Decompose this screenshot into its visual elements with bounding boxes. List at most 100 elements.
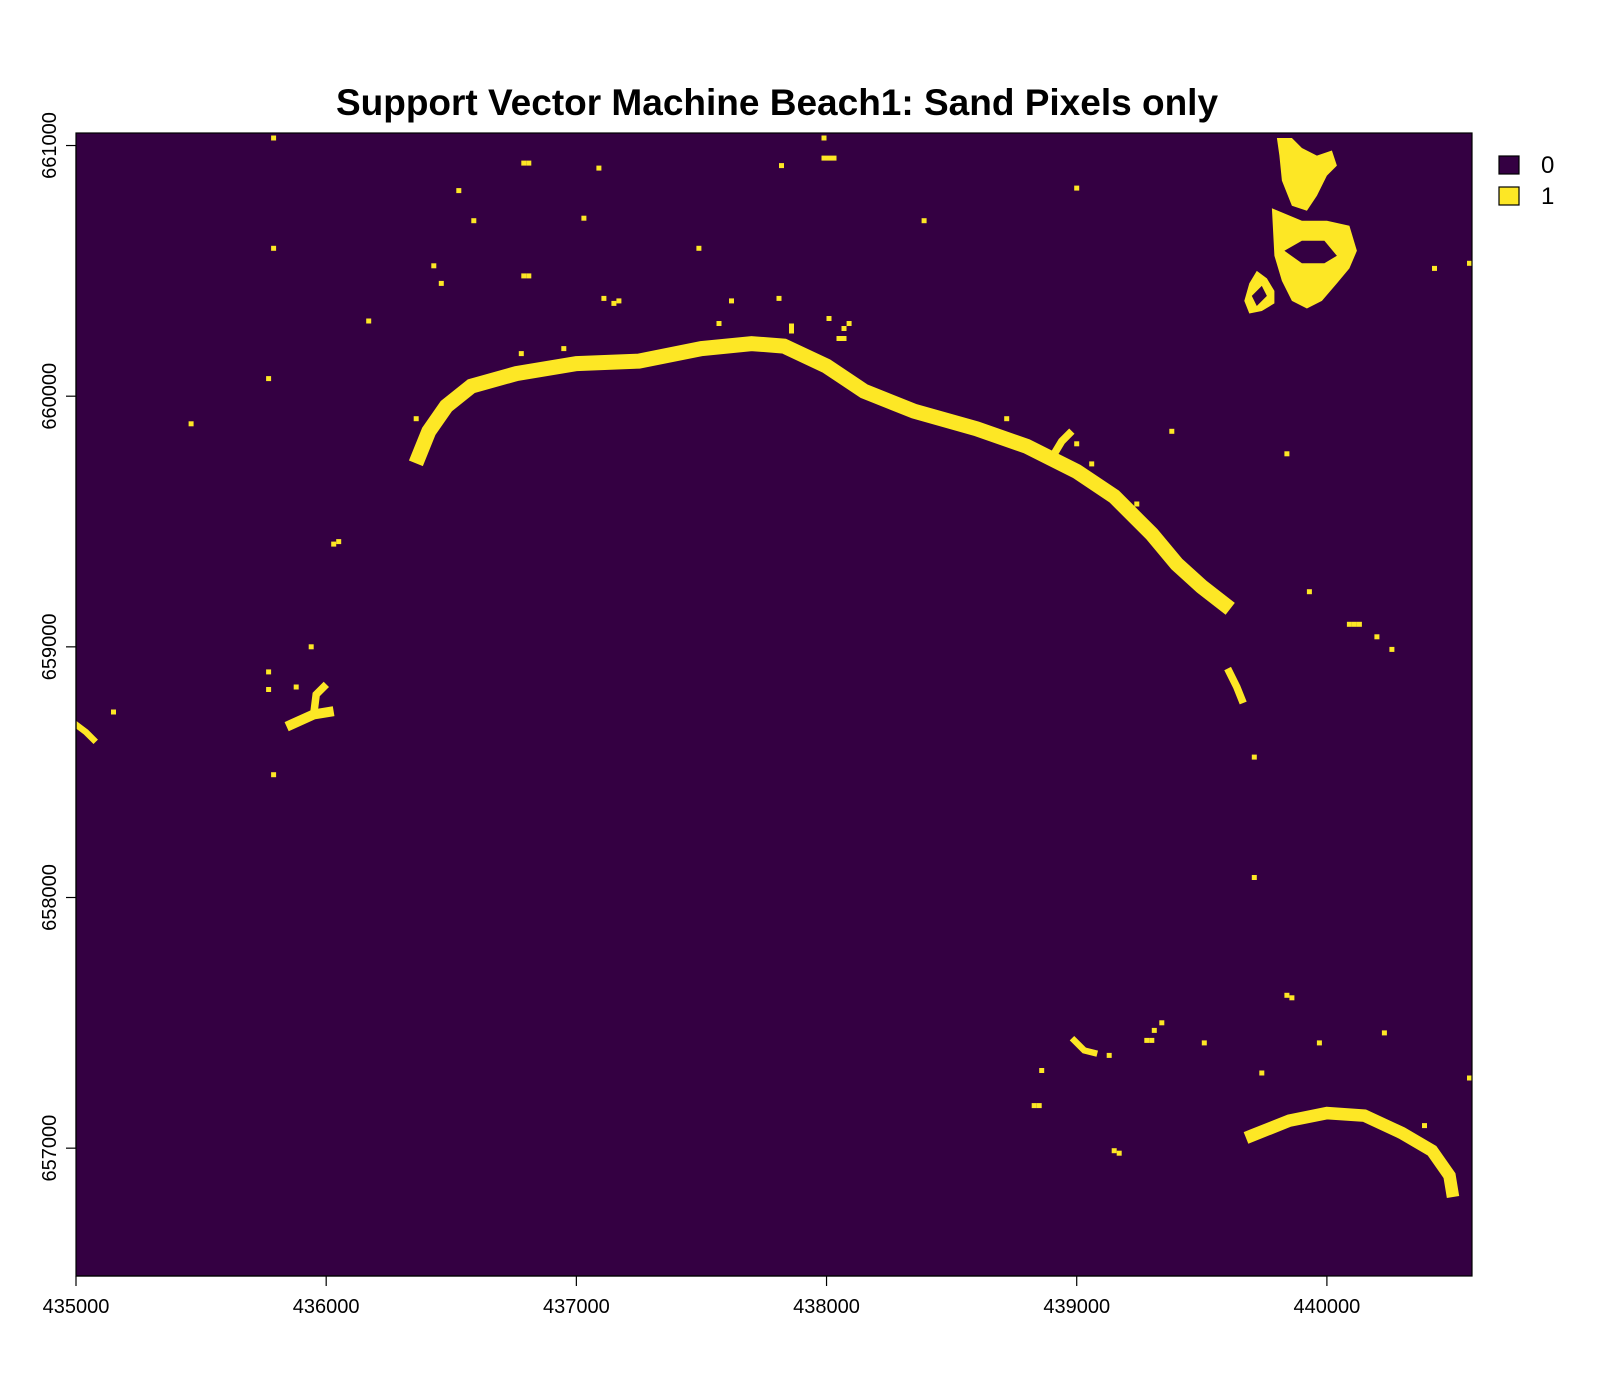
sand-pixel [1284,992,1290,998]
sand-pixel [518,351,524,357]
sand-pixel [789,328,794,334]
sand-pixel [1289,995,1295,1001]
sand-pixel [616,298,622,304]
sand-pixel [266,376,272,382]
x-tick-label: 437000 [543,1296,610,1318]
sand-pixel [1467,260,1472,266]
sand-pixel [271,772,277,778]
sand-pixel [293,684,299,690]
sand-pixel [308,644,314,650]
sand-pixel [1169,428,1175,434]
sand-pixel [1151,1027,1157,1033]
sand-pixel [1432,265,1437,271]
background-class-0 [76,133,1472,1276]
sand-pixel [831,155,837,161]
sand-pixel [1201,1040,1207,1046]
sand-pixel [826,316,832,321]
sand-pixel [1144,1037,1150,1043]
sand-pixel [438,280,444,286]
sand-pixel [826,155,832,161]
sand-south-streak-1 [1069,1035,1099,1057]
sand-pixel [841,326,847,331]
sand-spur-near-439000 [1049,428,1075,459]
sand-pixel [1089,461,1095,467]
x-tick-label: 438000 [793,1296,860,1318]
sand-pixel [1031,1103,1037,1109]
sand-pixel [1284,451,1290,457]
y-tick-label: 657000 [39,1115,61,1182]
y-tick-label: 660000 [39,363,61,430]
sand-pixel [1039,1068,1045,1073]
legend-swatch-0 [1498,155,1520,175]
non-sand-hole-1 [1284,240,1337,264]
sand-pixel [413,416,419,422]
sand-pixel [581,215,587,221]
sand-pixel [188,421,194,427]
sand-pixel [841,336,847,341]
sand-pixel [111,709,116,715]
sand-pixel [821,155,827,161]
chart-title: Support Vector Machine Beach1: Sand Pixe… [336,82,1218,123]
sand-pixel [789,323,794,329]
sand-southern-beach-arc [1243,1106,1460,1198]
sand-pixel [596,165,602,171]
sand-pixel [716,321,722,326]
x-tick-label: 436000 [293,1296,360,1318]
legend: 01 [1498,152,1554,210]
sand-pixel [1356,621,1362,627]
sand-pixel [729,298,734,304]
sand-pixel [271,245,277,251]
sand-pixel [1159,1020,1165,1026]
raster-layer [76,133,1472,1276]
y-tick-label: 661000 [39,112,61,179]
sand-pixel [271,135,277,141]
sand-pixel [1381,1030,1387,1036]
sand-pixel [1134,501,1140,507]
sand-pixel [1074,441,1080,447]
x-tick-label: 435000 [43,1296,110,1318]
sand-pixel [779,163,784,169]
sand-pixel [836,336,842,341]
sand-pixel [1106,1052,1112,1058]
y-axis: 657000 658000 659000 660000 661000 [39,112,77,1182]
legend-swatch-1 [1498,186,1520,206]
sand-pixel [1374,634,1380,640]
sand-far-west-edge [76,720,98,745]
sand-pixel [266,669,272,675]
sand-pixel [1116,1150,1122,1156]
y-tick-label: 658000 [39,864,61,931]
sand-pixel [696,245,702,251]
sand-pixel [561,346,567,352]
sand-pixel [1149,1037,1155,1043]
sand-pixel [431,263,437,269]
x-tick-label: 439000 [1043,1296,1110,1318]
sand-pixel [846,321,852,326]
sand-pixel [521,160,527,166]
sand-pixel [601,295,607,301]
sand-pixel [1259,1070,1265,1076]
sand-pixel [1111,1148,1117,1154]
sand-west-patch-arm [309,681,330,719]
sand-mid-right-streak [1224,666,1247,705]
sand-pixel [336,539,342,545]
sand-pixel [1306,589,1312,595]
sand-pixel [471,218,477,224]
legend-label-1: 1 [1541,183,1554,210]
non-sand-hole-2 [1251,285,1267,306]
sand-pixel [1316,1040,1322,1046]
sand-pixel [331,541,337,547]
sand-pixel [456,188,462,194]
sand-pixel [1346,621,1352,627]
sand-pixel [776,295,782,301]
sand-pixel [366,318,372,324]
sand-pixel [1467,1075,1472,1081]
sand-pixel [821,135,827,141]
sand-pixel [1074,185,1080,191]
sand-pixel [1422,1123,1427,1129]
sand-pixel [921,218,927,224]
sand-pixel [1389,646,1395,652]
sand-pixel [266,687,272,692]
sand-ne-blob-top [1276,138,1337,211]
sand-pixel [1251,875,1257,880]
